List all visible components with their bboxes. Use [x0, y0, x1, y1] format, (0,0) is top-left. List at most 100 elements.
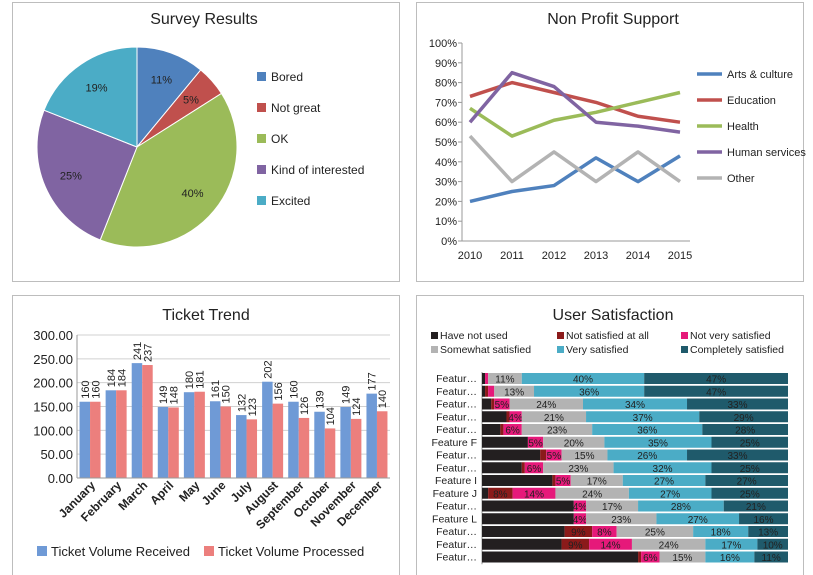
- segment-data-label: 18%: [711, 528, 731, 539]
- segment-data-label: 5%: [556, 477, 571, 488]
- bar-data-label: 161: [210, 380, 222, 398]
- segment-data-label: 25%: [645, 528, 665, 539]
- stacked-bar-segment: [482, 513, 574, 525]
- x-tick-label: 2010: [458, 250, 482, 262]
- bar-data-label: 149: [341, 386, 353, 404]
- category-label: Featur…: [436, 552, 477, 564]
- stacked-bar-segment: [494, 398, 510, 410]
- category-label: Featur…: [436, 539, 477, 551]
- bar-data-label: 180: [184, 371, 196, 389]
- segment-data-label: 4%: [573, 502, 588, 513]
- segment-data-label: 5%: [547, 451, 562, 462]
- y-tick-label: 10%: [435, 216, 457, 228]
- stacked-bar-segment: [586, 500, 639, 512]
- legend-swatch: [557, 346, 564, 353]
- segment-data-label: 25%: [740, 464, 760, 475]
- bar-data-label: 124: [351, 398, 363, 416]
- legend-label: Education: [727, 95, 776, 107]
- legend-label: Human services: [727, 147, 806, 159]
- bar-data-label: 181: [195, 370, 207, 388]
- pie-slice: [36, 109, 138, 241]
- category-label: Featur…: [436, 501, 477, 513]
- stacked-bar-segment: [739, 513, 788, 525]
- legend-swatch: [257, 72, 266, 81]
- bar: [350, 418, 362, 478]
- bar: [236, 415, 247, 478]
- category-label: Featur…: [436, 450, 477, 462]
- legend-swatch: [257, 196, 266, 205]
- bar: [324, 428, 336, 478]
- bar: [288, 401, 299, 478]
- y-tick-label: 0%: [441, 236, 457, 248]
- pie-data-label: 11%: [151, 74, 172, 86]
- segment-data-label: 24%: [536, 400, 556, 411]
- segment-data-label: 11%: [495, 375, 514, 386]
- pie-data-label: 5%: [183, 94, 199, 106]
- stacked-bar-segment: [659, 551, 706, 563]
- segment-data-label: 6%: [505, 426, 520, 437]
- category-label: Feature I: [435, 475, 477, 487]
- segment-data-label: 47%: [706, 375, 726, 386]
- category-label: Featur…: [436, 411, 477, 423]
- y-tick-label: 150.00: [33, 400, 73, 415]
- stacked-bar-segment: [524, 462, 544, 474]
- category-label: Featur…: [436, 424, 477, 436]
- segment-data-label: 47%: [706, 387, 726, 398]
- stacked-bar-segment: [482, 424, 501, 435]
- bar: [366, 393, 377, 478]
- bar-data-label: 160: [90, 380, 102, 398]
- stacked-bar-segment: [485, 385, 489, 397]
- stacked-bar-segment: [586, 411, 700, 423]
- legend-swatch: [681, 332, 688, 339]
- pie-data-label: 19%: [86, 82, 108, 94]
- legend-swatch: [431, 332, 438, 339]
- segment-data-label: 27%: [660, 489, 680, 500]
- segment-data-label: 29%: [734, 413, 754, 424]
- stacked-bar-segment: [482, 436, 528, 448]
- legend-label: Somewhat satisfied: [440, 344, 531, 356]
- stacked-bar-segment: [482, 449, 541, 461]
- y-tick-label: 40%: [435, 157, 457, 169]
- stacked-bar-segment: [754, 551, 788, 563]
- y-tick-label: 100%: [429, 38, 457, 50]
- stacked-bar-segment: [482, 475, 553, 486]
- y-tick-label: 50.00: [40, 447, 73, 462]
- category-label: Featur…: [436, 462, 477, 474]
- bar-data-label: 177: [367, 372, 379, 390]
- stacked-bar-segment: [509, 398, 583, 410]
- x-tick-label: 2015: [668, 250, 692, 262]
- chart-title-survey: Survey Results: [150, 11, 258, 28]
- segment-data-label: 27%: [737, 477, 757, 488]
- stacked-bar-segment: [711, 462, 788, 474]
- segment-data-label: 23%: [568, 464, 588, 475]
- segment-data-label: 15%: [575, 451, 595, 462]
- legend-swatch: [257, 165, 266, 174]
- stacked-bar-segment: [488, 385, 495, 397]
- legend-swatch: [37, 546, 47, 556]
- segment-data-label: 16%: [754, 515, 774, 526]
- stacked-bar-segment: [586, 513, 657, 525]
- bar-data-label: 132: [236, 394, 248, 412]
- stacked-bar-segment: [488, 373, 522, 384]
- stacked-bar-segment: [748, 526, 788, 537]
- legend-swatch: [681, 346, 688, 353]
- segment-data-label: 5%: [495, 400, 510, 411]
- legend-swatch: [204, 546, 214, 556]
- segment-data-label: 23%: [611, 515, 631, 526]
- stacked-bar-segment: [482, 551, 639, 563]
- category-label: Feature J: [433, 488, 477, 500]
- segment-data-label: 17%: [587, 477, 607, 488]
- segment-data-label: 36%: [637, 426, 657, 437]
- stacked-bar-segment: [631, 538, 706, 550]
- stacked-bar-segment: [482, 500, 574, 512]
- segment-data-label: 26%: [637, 451, 657, 462]
- segment-data-label: 9%: [568, 540, 583, 551]
- stacked-bar-segment: [482, 538, 562, 550]
- stacked-bar-segment: [702, 424, 788, 435]
- legend-swatch: [557, 332, 564, 339]
- stacked-bar-segment: [506, 411, 510, 423]
- bar: [376, 411, 388, 478]
- bar: [183, 392, 195, 478]
- stacked-bar-segment: [482, 398, 492, 410]
- bar: [131, 363, 143, 478]
